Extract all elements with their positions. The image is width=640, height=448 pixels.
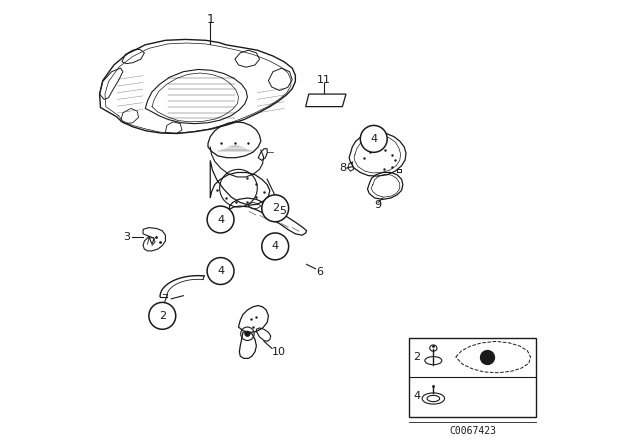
- Text: 1: 1: [206, 13, 214, 26]
- Text: 7: 7: [161, 294, 168, 304]
- Circle shape: [207, 206, 234, 233]
- Text: 2: 2: [271, 203, 279, 213]
- Circle shape: [149, 302, 176, 329]
- Text: 4: 4: [413, 391, 420, 401]
- Text: 2: 2: [413, 352, 420, 362]
- Circle shape: [207, 258, 234, 284]
- Text: 4: 4: [370, 134, 378, 144]
- Text: 5: 5: [279, 207, 286, 216]
- Text: 3: 3: [123, 232, 130, 241]
- Text: 8: 8: [339, 163, 346, 173]
- Circle shape: [262, 195, 289, 222]
- Text: 2: 2: [159, 311, 166, 321]
- Text: 9: 9: [374, 200, 382, 210]
- Circle shape: [360, 125, 387, 152]
- Text: C0067423: C0067423: [449, 426, 496, 436]
- Circle shape: [262, 233, 289, 260]
- Text: 6: 6: [316, 267, 323, 277]
- Text: 4: 4: [217, 266, 224, 276]
- Circle shape: [244, 331, 250, 336]
- Text: 4: 4: [271, 241, 279, 251]
- Text: 11: 11: [317, 75, 331, 85]
- Text: 10: 10: [272, 347, 286, 357]
- Text: 4: 4: [217, 215, 224, 224]
- Bar: [409, 338, 536, 417]
